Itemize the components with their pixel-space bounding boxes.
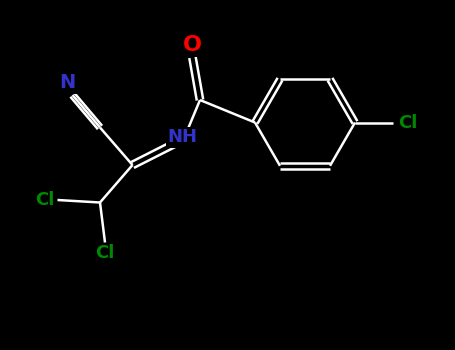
Text: Cl: Cl <box>95 245 115 262</box>
Text: NH: NH <box>167 128 197 147</box>
Text: Cl: Cl <box>398 113 417 132</box>
Text: N: N <box>59 73 76 92</box>
Text: Cl: Cl <box>35 191 55 209</box>
Text: O: O <box>183 35 202 55</box>
